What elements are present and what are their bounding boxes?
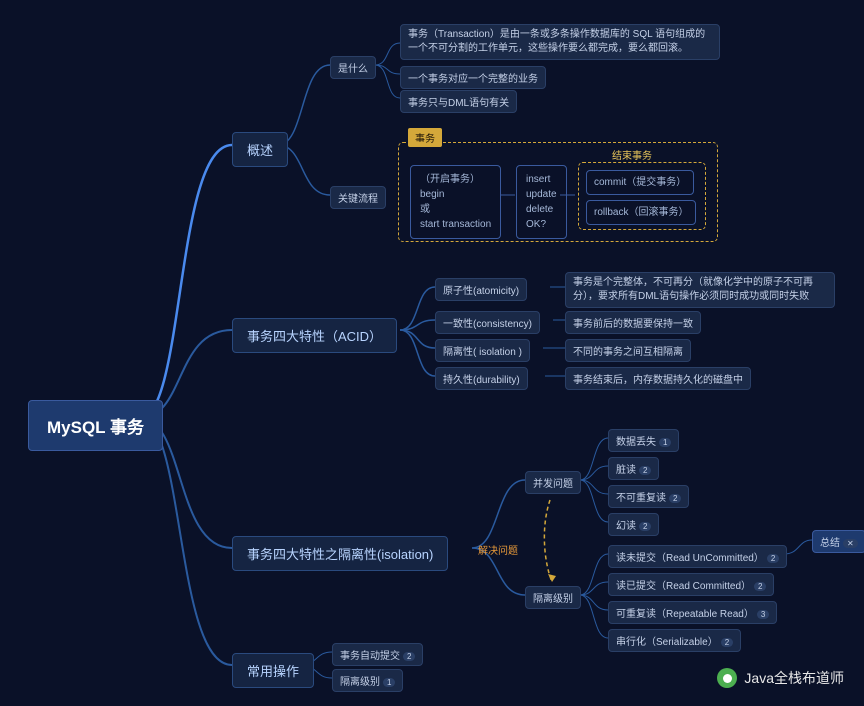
root-node[interactable]: MySQL 事务: [28, 400, 163, 451]
what-detail-1: 一个事务对应一个完整的业务: [400, 66, 546, 89]
flow-commit: commit（提交事务）: [586, 170, 694, 195]
wechat-icon: [717, 668, 737, 688]
branch-overview[interactable]: 概述: [232, 132, 288, 167]
node-what[interactable]: 是什么: [330, 56, 376, 79]
ops-1[interactable]: 隔离级别1: [332, 669, 403, 692]
node-summary[interactable]: 总结✕: [812, 530, 864, 553]
flow-step1: （开启事务） begin 或 start transaction: [410, 165, 501, 239]
problem-2[interactable]: 不可重复读2: [608, 485, 689, 508]
root-label: MySQL 事务: [47, 418, 144, 437]
acid-durability-desc: 事务结束后，内存数据持久化的磁盘中: [565, 367, 751, 390]
acid-consistency[interactable]: 一致性(consistency): [435, 311, 540, 334]
flow-rollback: rollback（回滚事务）: [586, 200, 696, 225]
watermark-text: Java全栈布道师: [744, 668, 844, 688]
problem-3[interactable]: 幻读2: [608, 513, 659, 536]
flow-tag-inner: 结束事务: [612, 147, 652, 162]
branch-isolation[interactable]: 事务四大特性之隔离性(isolation): [232, 536, 448, 571]
ops-0[interactable]: 事务自动提交2: [332, 643, 423, 666]
what-detail-2: 事务只与DML语句有关: [400, 90, 517, 113]
acid-isolation-desc: 不同的事务之间互相隔离: [565, 339, 691, 362]
problem-0[interactable]: 数据丢失1: [608, 429, 679, 452]
node-levels[interactable]: 隔离级别: [525, 586, 581, 609]
level-3[interactable]: 串行化（Serializable）2: [608, 629, 741, 652]
what-detail-0: 事务（Transaction）是由一条或多条操作数据库的 SQL 语句组成的一个…: [400, 24, 720, 60]
acid-consistency-desc: 事务前后的数据要保持一致: [565, 311, 701, 334]
branch-ops[interactable]: 常用操作: [232, 653, 314, 688]
acid-atomicity-desc: 事务是个完整体，不可再分（就像化学中的原子不可再分），要求所有DML语句操作必须…: [565, 272, 835, 308]
node-flow[interactable]: 关键流程: [330, 186, 386, 209]
acid-atomicity[interactable]: 原子性(atomicity): [435, 278, 527, 301]
branch-acid[interactable]: 事务四大特性（ACID）: [232, 318, 397, 353]
level-1[interactable]: 读已提交（Read Committed）2: [608, 573, 774, 596]
acid-isolation[interactable]: 隔离性( isolation ): [435, 339, 530, 362]
solve-label: 解决问题: [478, 542, 518, 557]
level-0[interactable]: 读未提交（Read UnCommitted）2: [608, 545, 787, 568]
acid-durability[interactable]: 持久性(durability): [435, 367, 528, 390]
level-2[interactable]: 可重复读（Repeatable Read）3: [608, 601, 777, 624]
flow-step2: insert update delete OK?: [516, 165, 567, 239]
problem-1[interactable]: 脏读2: [608, 457, 659, 480]
watermark: Java全栈布道师: [717, 668, 844, 688]
node-problems[interactable]: 并发问题: [525, 471, 581, 494]
